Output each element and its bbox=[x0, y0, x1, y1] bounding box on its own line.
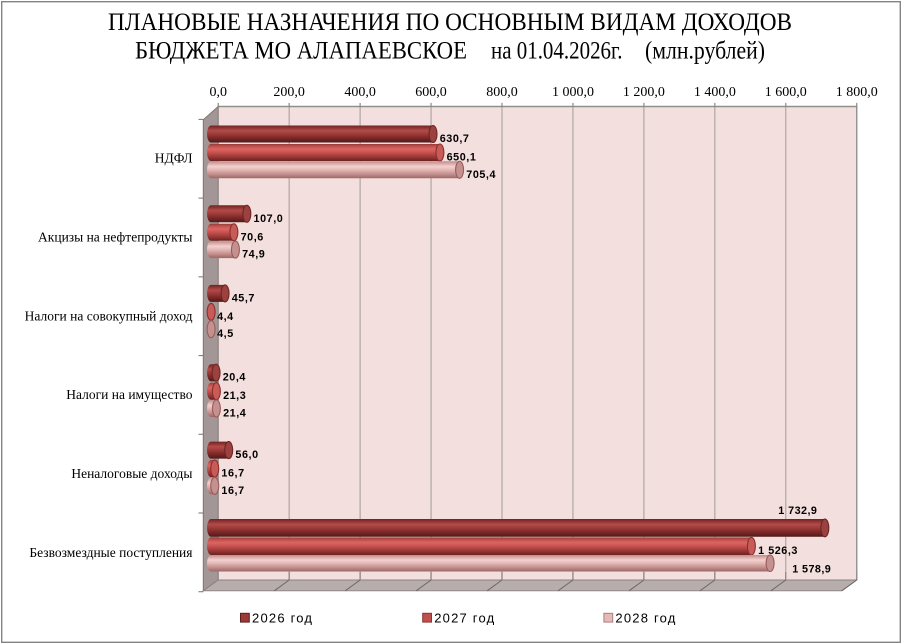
svg-text:2026 год: 2026 год bbox=[252, 610, 312, 625]
svg-text:4,4: 4,4 bbox=[217, 311, 234, 323]
svg-text:Акцизы на нефтепродукты: Акцизы на нефтепродукты bbox=[38, 229, 192, 244]
svg-text:16,7: 16,7 bbox=[221, 485, 244, 497]
svg-text:на 01.04.2026г.: на 01.04.2026г. bbox=[491, 37, 623, 64]
svg-text:Безвозмездные поступления: Безвозмездные поступления bbox=[29, 545, 192, 560]
svg-text:200,0: 200,0 bbox=[273, 85, 305, 100]
svg-text:800,0: 800,0 bbox=[486, 85, 518, 100]
svg-text:Налоги на имущество: Налоги на имущество bbox=[66, 387, 192, 402]
svg-text:600,0: 600,0 bbox=[415, 85, 447, 100]
svg-text:1 200,0: 1 200,0 bbox=[623, 85, 665, 100]
svg-text:1 000,0: 1 000,0 bbox=[552, 85, 594, 100]
svg-text:1 600,0: 1 600,0 bbox=[765, 85, 807, 100]
svg-text:1 800,0: 1 800,0 bbox=[836, 85, 878, 100]
svg-text:1 526,3: 1 526,3 bbox=[758, 545, 798, 557]
svg-text:1 578,9: 1 578,9 bbox=[792, 564, 831, 576]
svg-text:4,5: 4,5 bbox=[217, 328, 234, 340]
svg-text:НДФЛ: НДФЛ bbox=[155, 151, 193, 166]
svg-text:Налоги на совокупный доход: Налоги на совокупный доход bbox=[25, 308, 193, 323]
svg-text:21,3: 21,3 bbox=[223, 390, 246, 402]
svg-text:107,0: 107,0 bbox=[254, 213, 284, 225]
svg-text:(млн.рублей): (млн.рублей) bbox=[645, 37, 765, 64]
svg-text:650,1: 650,1 bbox=[447, 152, 477, 164]
svg-text:630,7: 630,7 bbox=[440, 133, 470, 145]
svg-text:1 732,9: 1 732,9 bbox=[778, 505, 817, 517]
svg-text:56,0: 56,0 bbox=[235, 449, 258, 461]
svg-text:2028 год: 2028 год bbox=[615, 610, 675, 625]
svg-text:74,9: 74,9 bbox=[242, 249, 265, 261]
svg-text:1 400,0: 1 400,0 bbox=[694, 85, 736, 100]
svg-text:16,7: 16,7 bbox=[221, 468, 244, 480]
svg-text:0,0: 0,0 bbox=[209, 85, 227, 100]
svg-text:БЮДЖЕТА МО АЛАПАЕВСКОЕ: БЮДЖЕТА МО АЛАПАЕВСКОЕ bbox=[135, 37, 467, 64]
svg-text:45,7: 45,7 bbox=[232, 292, 255, 304]
svg-text:20,4: 20,4 bbox=[223, 372, 246, 384]
svg-text:2027 год: 2027 год bbox=[434, 610, 494, 625]
svg-text:Неналоговые доходы: Неналоговые доходы bbox=[71, 466, 192, 481]
svg-text:21,4: 21,4 bbox=[223, 408, 246, 420]
svg-text:ПЛАНОВЫЕ НАЗНАЧЕНИЯ ПО ОСНОВНЫ: ПЛАНОВЫЕ НАЗНАЧЕНИЯ ПО ОСНОВНЫМ ВИДАМ ДО… bbox=[108, 9, 792, 36]
svg-text:400,0: 400,0 bbox=[344, 85, 376, 100]
svg-text:705,4: 705,4 bbox=[466, 169, 496, 181]
svg-text:70,6: 70,6 bbox=[241, 231, 264, 243]
